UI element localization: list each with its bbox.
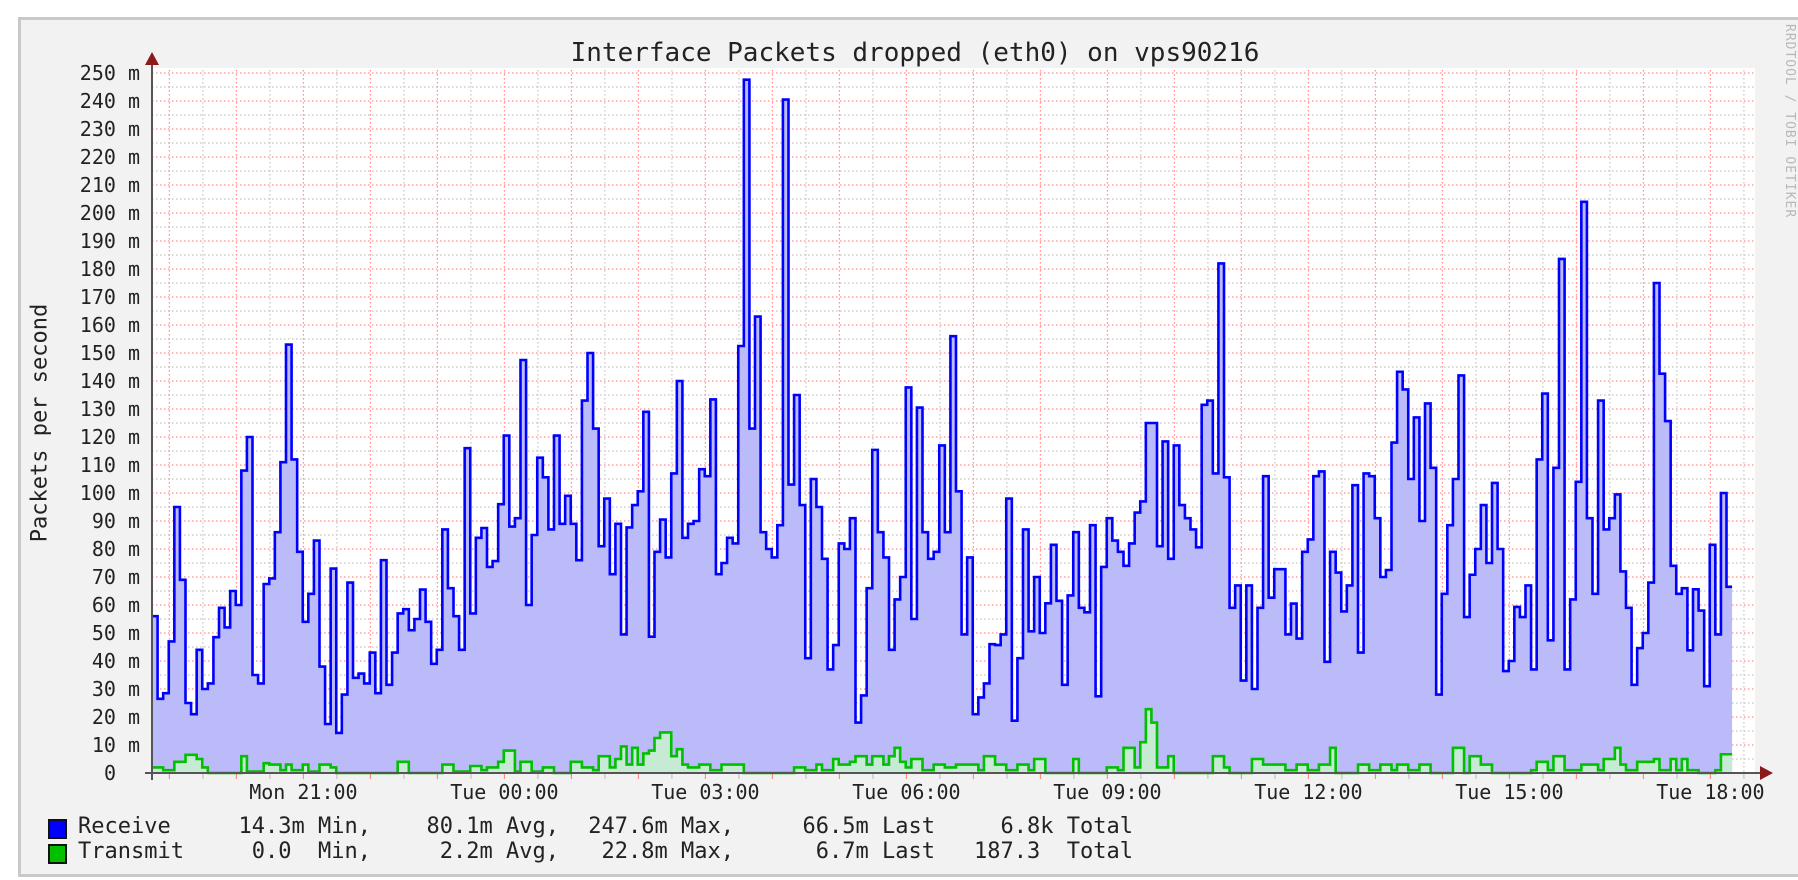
legend-row-receive: Receive 14.3m Min, 80.1m Avg, 247.6m Max… — [0, 814, 1798, 840]
unit: m — [479, 839, 493, 864]
label: Total — [1066, 839, 1133, 864]
value: 0.0 — [251, 839, 292, 864]
value: 80.1 — [426, 814, 480, 839]
legend-avg: 2.2m Avg, — [440, 839, 559, 865]
axes — [145, 52, 1773, 780]
y-tick-label: 190 m — [79, 229, 140, 253]
y-tick-label: 60 m — [91, 593, 140, 617]
y-tick-label: 40 m — [91, 649, 140, 673]
y-tick-label: 240 m — [79, 89, 140, 113]
y-tick-label: 230 m — [79, 117, 140, 141]
legend-name: Transmit — [78, 839, 184, 864]
x-tick-label: Tue 03:00 — [651, 780, 760, 804]
y-tick-label: 20 m — [91, 705, 140, 729]
value: 14.3 — [238, 814, 292, 839]
chart-title: Interface Packets dropped (eth0) on vps9… — [570, 38, 1260, 68]
y-tick-label: 220 m — [79, 145, 140, 169]
x-axis-arrow-icon — [1760, 766, 1773, 780]
label: Max, — [681, 814, 734, 839]
value: 2.2 — [439, 839, 480, 864]
x-tick-label: Tue 06:00 — [852, 780, 961, 804]
legend-name: Receive — [78, 814, 171, 839]
x-tick-label: Tue 12:00 — [1254, 780, 1363, 804]
receive-line — [152, 78, 1733, 735]
x-tick-label: Tue 15:00 — [1455, 780, 1564, 804]
y-tick-label: 50 m — [91, 621, 140, 645]
x-tick-label: Tue 09:00 — [1053, 780, 1162, 804]
y-tick-label: 110 m — [79, 453, 140, 477]
legend-total: 187.3 Total — [974, 839, 1133, 865]
receive-color-swatch — [48, 819, 67, 839]
unit: m — [654, 839, 668, 864]
value: 66.5 — [802, 814, 856, 839]
unit: m — [479, 814, 493, 839]
x-tick-label: Tue 18:00 — [1656, 780, 1765, 804]
y-tick-label: 90 m — [91, 509, 140, 533]
y-tick-label: 10 m — [91, 733, 140, 757]
y-tick-label: 120 m — [79, 425, 140, 449]
unit: m — [855, 814, 869, 839]
y-tick-label: 0 — [103, 761, 116, 785]
y-tick-label: 30 m — [91, 677, 140, 701]
y-tick-label: 150 m — [79, 341, 140, 365]
y-tick-label: 80 m — [91, 537, 140, 561]
unit: m — [291, 814, 305, 839]
y-axis-label: Packets per second — [27, 303, 53, 543]
y-tick-label: 140 m — [79, 369, 140, 393]
x-tick-label: Mon 21:00 — [249, 780, 358, 804]
y-tick-label: 180 m — [79, 257, 140, 281]
label: Avg, — [506, 839, 559, 864]
y-tick-label: 170 m — [79, 285, 140, 309]
value: 6.8 — [1000, 814, 1041, 839]
label: Total — [1066, 814, 1133, 839]
y-tick-label: 100 m — [79, 481, 140, 505]
y-tick-label: 70 m — [91, 565, 140, 589]
y-tick-label: 200 m — [79, 201, 140, 225]
label: Last — [882, 814, 935, 839]
receive-area — [152, 79, 1733, 774]
legend-last: 66.5m Last — [803, 814, 935, 840]
legend-min: 14.3m Min, — [239, 814, 371, 840]
legend-last: 6.7m Last — [816, 839, 935, 865]
y-tick-label: 160 m — [79, 313, 140, 337]
label: Min, — [318, 839, 371, 864]
transmit-color-swatch — [48, 844, 67, 864]
label: Last — [882, 839, 935, 864]
value: 247.6 — [588, 814, 655, 839]
unit: k — [1040, 814, 1054, 839]
label: Min, — [318, 814, 371, 839]
y-tick-label: 130 m — [79, 397, 140, 421]
value: 187.3 — [974, 839, 1041, 864]
unit: m — [654, 814, 668, 839]
rrdtool-watermark: RRDTOOL / TOBI OETIKER — [1782, 24, 1797, 219]
y-axis-arrow-icon — [145, 52, 159, 65]
legend-max: 247.6m Max, — [588, 814, 734, 840]
legend-min: 0.0 Min, — [252, 839, 371, 865]
x-tick-label: Tue 00:00 — [450, 780, 559, 804]
label: Max, — [681, 839, 734, 864]
legend-max: 22.8m Max, — [602, 839, 734, 865]
y-tick-label: 250 m — [79, 61, 140, 85]
y-tick-label: 210 m — [79, 173, 140, 197]
legend-avg: 80.1m Avg, — [427, 814, 559, 840]
legend-total: 6.8k Total — [1001, 814, 1133, 840]
unit: m — [855, 839, 869, 864]
label: Avg, — [506, 814, 559, 839]
value: 6.7 — [815, 839, 856, 864]
legend-row-transmit: Transmit 0.0 Min, 2.2m Avg, 22.8m Max, 6… — [0, 839, 1798, 865]
value: 22.8 — [601, 839, 655, 864]
